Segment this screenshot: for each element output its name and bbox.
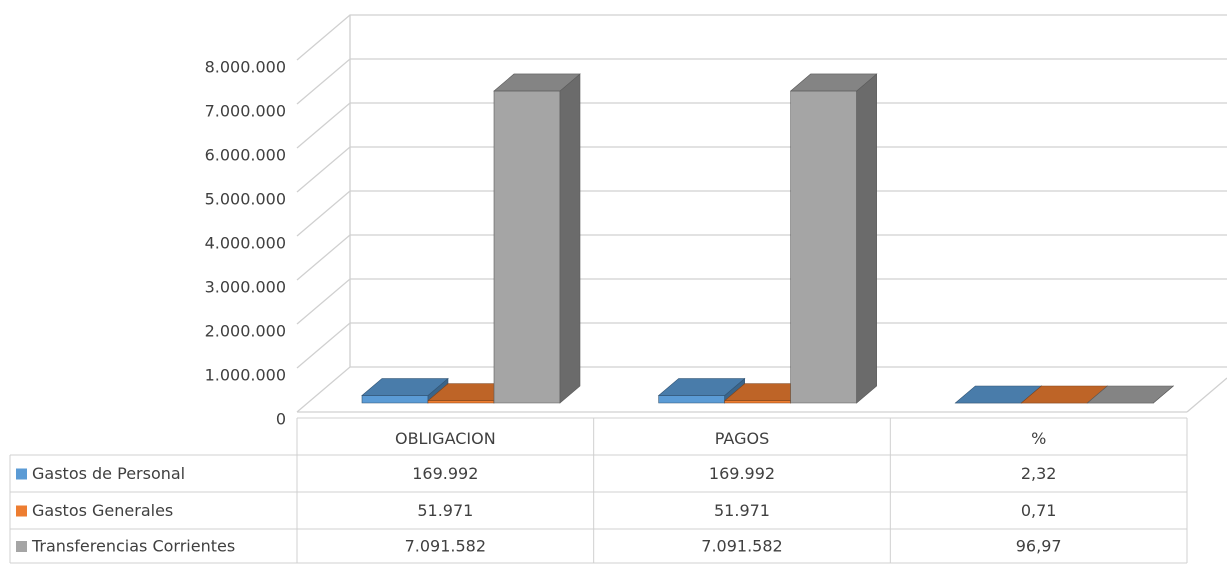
table-cell: 51.971	[417, 501, 473, 520]
bar-face	[493, 73, 581, 92]
y-tick-label: 8.000.000	[205, 58, 286, 77]
bar-face	[427, 400, 495, 404]
table-cell: 7.091.582	[701, 537, 782, 556]
bar-face	[724, 400, 791, 404]
legend-key	[16, 468, 27, 480]
grid-line	[296, 278, 1227, 325]
y-tick-label: 5.000.000	[205, 190, 286, 209]
grid-line	[296, 58, 1227, 105]
legend-key	[16, 541, 27, 552]
bar	[1086, 385, 1175, 404]
bar-face	[1086, 385, 1175, 404]
y-tick-label: 2.000.000	[205, 322, 286, 341]
x-tick-label: OBLIGACION	[395, 429, 496, 448]
table-cell: 169.992	[709, 464, 775, 483]
table-cell: 96,97	[1016, 537, 1062, 556]
grid-line	[296, 234, 1227, 281]
legend-label: Gastos de Personal	[32, 464, 185, 483]
y-tick-label: 1.000.000	[205, 366, 286, 385]
bar	[789, 73, 878, 404]
y-tick-label: 4.000.000	[205, 234, 286, 253]
x-tick-label: %	[1031, 429, 1046, 448]
bar-face	[493, 90, 561, 404]
bar-face	[361, 378, 449, 396]
bar-face	[559, 73, 581, 404]
bar-face	[789, 73, 878, 92]
grid-line	[296, 102, 1227, 149]
legend-label: Gastos Generales	[32, 501, 173, 520]
table-cell: 2,32	[1021, 464, 1057, 483]
grid-line	[296, 322, 1227, 369]
legend-label: Transferencias Corrientes	[31, 537, 235, 556]
bar-face	[790, 90, 857, 404]
y-tick-label: 6.000.000	[205, 146, 286, 165]
bar-face	[856, 73, 877, 404]
floor-right	[1186, 377, 1227, 413]
bar-face	[657, 378, 746, 396]
bar-face	[658, 395, 725, 404]
table-cell: 51.971	[714, 501, 770, 520]
x-tick-label: PAGOS	[715, 429, 769, 448]
grid-line	[296, 14, 1227, 61]
y-tick-label: 3.000.000	[205, 278, 286, 297]
legend-key	[16, 505, 27, 517]
y-tick-label: 7.000.000	[205, 102, 286, 121]
table-cell: 7.091.582	[405, 537, 486, 556]
bar-face	[361, 395, 429, 404]
grid-line	[296, 190, 1227, 237]
table-cell: 0,71	[1021, 501, 1057, 520]
y-tick-label: 0	[276, 410, 286, 429]
grid-line	[296, 146, 1227, 193]
bar	[493, 73, 581, 404]
table-cell: 169.992	[412, 464, 478, 483]
